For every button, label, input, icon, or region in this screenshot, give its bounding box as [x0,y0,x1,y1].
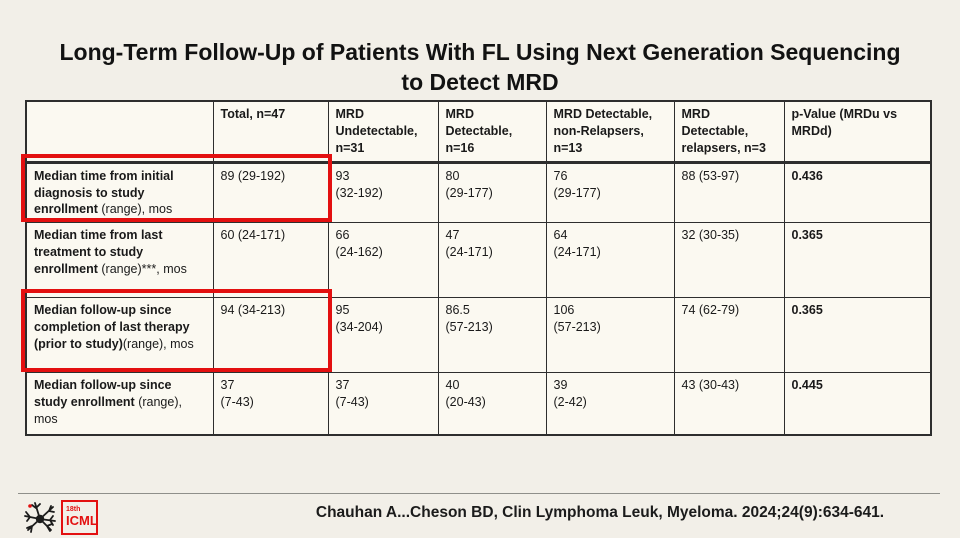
cell-relapsers: 43 (30-43) [673,372,785,436]
cell-mrd-detectable: 40 (20-43) [437,372,547,436]
cell-mrd-detectable: 86.5 (57-213) [437,297,547,374]
header-total: Total, n=47 [212,100,329,164]
table-row: Median time from initial diagnosis to st… [25,161,932,224]
cell-nonrelapsers: 39 (2-42) [545,372,675,436]
header-mrd-detectable: MRD Detectable, n=16 [437,100,547,164]
table-row: Median follow-up since study enrollment … [25,372,932,436]
cell-pvalue: 0.436 [783,161,932,224]
icml-badge-name: ICML [66,513,98,529]
cell-mrd-undetectable: 95 (34-204) [327,297,439,374]
followup-table: Total, n=47 MRD Undetectable, n=31 MRD D… [25,100,932,436]
cell-mrd-detectable: 80 (29-177) [437,161,547,224]
row-label: Median time from last treatment to study… [25,222,214,299]
footer-divider [18,493,940,494]
table-row: Median time from last treatment to study… [25,222,932,299]
header-mrd-detectable-nonrelapsers: MRD Detectable, non-Relapsers, n=13 [545,100,675,164]
cell-pvalue: 0.445 [783,372,932,436]
cell-relapsers: 32 (30-35) [673,222,785,299]
cell-total: 94 (34-213) [212,297,329,374]
page-title: Long-Term Follow-Up of Patients With FL … [0,38,960,98]
icml-badge-edition: 18th [66,506,81,514]
cell-mrd-detectable: 47 (24-171) [437,222,547,299]
icml-badge: 18th ICML [61,499,98,535]
cell-mrd-undetectable: 37 (7-43) [327,372,439,436]
row-label: Median follow-up since completion of las… [25,297,214,374]
cell-relapsers: 88 (53-97) [673,161,785,224]
cell-nonrelapsers: 64 (24-171) [545,222,675,299]
table-row: Median follow-up since completion of las… [25,297,932,374]
header-mrd-undetectable: MRD Undetectable, n=31 [327,100,439,164]
header-pvalue: p-Value (MRDu vs MRDd) [783,100,932,164]
table-header-row: Total, n=47 MRD Undetectable, n=31 MRD D… [25,100,932,164]
cell-nonrelapsers: 76 (29-177) [545,161,675,224]
cell-total: 89 (29-192) [212,161,329,224]
cell-total: 37 (7-43) [212,372,329,436]
title-line-2: to Detect MRD [401,68,559,95]
cell-pvalue: 0.365 [783,297,932,374]
citation-text: Chauhan A...Cheson BD, Clin Lymphoma Leu… [315,504,885,521]
cell-total: 60 (24-171) [212,222,329,299]
row-label: Median follow-up since study enrollment … [25,372,214,436]
icml-logo: 18th ICML [20,497,98,537]
header-empty [25,100,214,164]
cell-relapsers: 74 (62-79) [673,297,785,374]
header-mrd-detectable-relapsers: MRD Detectable, relapsers, n=3 [673,100,785,164]
row-label: Median time from initial diagnosis to st… [25,161,214,224]
title-line-1: Long-Term Follow-Up of Patients With FL … [59,39,901,65]
cell-nonrelapsers: 106 (57-213) [545,297,675,374]
cell-mrd-undetectable: 66 (24-162) [327,222,439,299]
cell-pvalue: 0.365 [783,222,932,299]
snowflake-icon [24,502,56,533]
cell-mrd-undetectable: 93 (32-192) [327,161,439,224]
